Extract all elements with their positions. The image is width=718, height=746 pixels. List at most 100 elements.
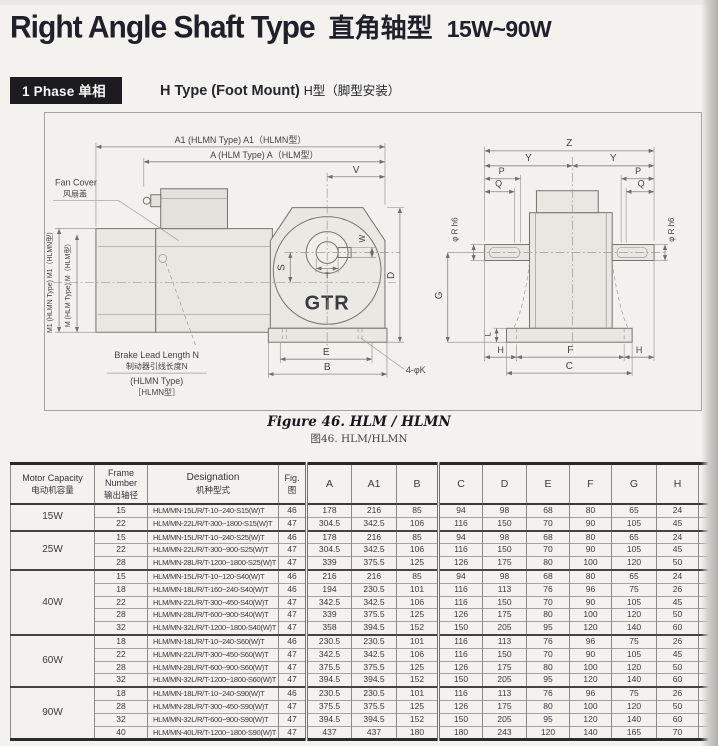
dim-value-cell: 194 xyxy=(305,582,352,597)
dim-value-cell: 50 xyxy=(656,556,699,570)
table-row: 40W 15 HLM/MN-15L/R/T-10~120-S40(W)T 46 216 2… xyxy=(10,568,713,635)
frame-number-cell: 32 xyxy=(94,621,148,635)
rear-base-shape xyxy=(506,327,633,343)
dim-value-cell: 106 xyxy=(396,647,439,662)
designation-cell: HLM/MN-22L/R/T-300~1800-S15(W)T xyxy=(147,516,279,531)
frame-number-cell: 28 xyxy=(94,699,148,714)
dim-value-cell: 342.5 xyxy=(351,595,397,609)
dim-value-cell: 126 xyxy=(437,608,483,622)
header-dim-h: H xyxy=(656,463,699,505)
frame-number-cell: 18 xyxy=(94,582,148,597)
frame-number-cell: 28 xyxy=(94,660,148,674)
header-frame-number: Frame Number 输出轴径 xyxy=(94,463,148,505)
fig-cell: 47 xyxy=(278,699,307,714)
dim-value-cell: 75 xyxy=(611,582,657,597)
dim-value-cell: 60 xyxy=(656,673,699,688)
dim-value-cell: 205 xyxy=(482,673,527,688)
dim-value-cell: 375.5 xyxy=(351,556,397,570)
designation-cell: HLM/MN-22L/R/T-300~450-S60(W)T xyxy=(147,647,279,662)
dim-value-cell: 95 xyxy=(526,621,570,635)
dim-value-cell: 120 xyxy=(569,673,612,688)
dim-value-cell: 126 xyxy=(437,556,483,570)
dim-value-cell: 68 xyxy=(526,502,570,518)
header-designation: Designation 机种型式 xyxy=(147,463,279,505)
frame-number-cell: 18 xyxy=(94,633,148,649)
header-dim-g: G xyxy=(611,463,657,505)
dim-value-cell: 150 xyxy=(437,712,483,727)
designation-cell: HLM/MN-15L/R/T-10~120-S40(W)T xyxy=(147,568,279,584)
label-shaft-dia-right: φ R h6 xyxy=(667,217,676,242)
dim-value-cell: 105 xyxy=(611,516,657,531)
label-dim-h-left: H xyxy=(497,345,503,355)
label-dim-p-right: P xyxy=(635,166,641,176)
dim-value-cell: 394.5 xyxy=(351,712,397,727)
dim-value-cell: 105 xyxy=(611,595,657,609)
dim-value-cell: 95 xyxy=(526,712,570,727)
dim-value-cell: 24 xyxy=(656,568,699,584)
dim-value-cell: 304.5 xyxy=(305,516,352,531)
label-brake-type-zh: ［HLMN型］ xyxy=(133,388,180,397)
designation-cell: HLM/MN-28L/R/T-300~450-S90(W)T xyxy=(147,699,279,714)
dim-value-cell: 437 xyxy=(351,725,397,740)
header-dim-f: F xyxy=(569,463,612,505)
designation-cell: HLM/MN-15L/R/T-10~240-S15(W)T xyxy=(147,502,279,518)
header-dim-c: C xyxy=(437,463,483,505)
label-dim-t: T xyxy=(325,271,330,280)
title-english: Right Angle Shaft Type xyxy=(10,10,316,45)
frame-number-cell: 22 xyxy=(94,543,148,557)
dim-value-cell: 205 xyxy=(482,621,527,635)
dim-value-cell: 216 xyxy=(351,529,397,544)
title-wattage-range: 15W~90W xyxy=(446,16,552,42)
dim-value-cell: 342.5 xyxy=(351,543,397,557)
table-header-row: Motor Capacity 电动机容量 Frame Number 输出轴径 D… xyxy=(10,463,713,505)
dim-value-cell: 101 xyxy=(396,686,439,701)
designation-cell: HLM/MN-32L/R/T-1200~1800-S40(W)T xyxy=(147,621,279,635)
frame-number-cell: 32 xyxy=(94,673,148,688)
dim-value-cell: 150 xyxy=(482,647,527,662)
header-motor-capacity: Motor Capacity 电动机容量 xyxy=(10,463,95,505)
label-dim-q-left: Q xyxy=(495,179,502,189)
dim-value-cell: 304.5 xyxy=(305,543,352,557)
dim-value-cell: 375.5 xyxy=(351,660,397,674)
mount-type-en: H Type (Foot Mount) xyxy=(160,83,300,99)
label-dim-a: A (HLM Type) A（HLM型） xyxy=(210,150,318,160)
dim-value-cell: 437 xyxy=(305,725,352,740)
gtr-logo: GTR xyxy=(305,292,350,314)
technical-drawing: GTR A1 (HLMN Type) A1（HLMN型） A (HLM Type… xyxy=(45,135,676,397)
frame-number-cell: 32 xyxy=(94,712,148,727)
label-dim-f: F xyxy=(567,345,573,356)
label-shaft-dia-left: φ R h6 xyxy=(451,217,460,242)
dim-value-cell: 358 xyxy=(305,621,352,635)
label-dim-k: 4-φK xyxy=(406,365,426,375)
label-brake-en: Brake Lead Length N xyxy=(114,350,199,360)
dim-value-cell: 70 xyxy=(656,725,699,740)
table-row: 28 HLM/MN-28L/R/T-600~900-S60(W)T 47 375.5 3… xyxy=(11,660,713,674)
dim-value-cell: 90 xyxy=(569,647,612,662)
label-dim-v: V xyxy=(353,165,360,176)
figure-caption: Figure 46. HLM / HLMN 图46. HLM/HLMN xyxy=(0,414,718,446)
dimension-table: Motor Capacity 电动机容量 Frame Number 输出轴径 D… xyxy=(10,462,713,742)
label-dim-g: G xyxy=(434,292,445,300)
dim-value-cell: 394.5 xyxy=(351,673,397,688)
page-title: Right Angle Shaft Type 直角轴型 15W~90W xyxy=(10,8,700,45)
fig-cell: 47 xyxy=(278,516,307,531)
dim-value-cell: 70 xyxy=(526,647,570,662)
dim-value-cell: 68 xyxy=(526,568,570,584)
dim-value-cell: 113 xyxy=(482,633,527,649)
dim-value-cell: 70 xyxy=(526,543,570,557)
fan-cover-shape xyxy=(95,228,157,333)
frame-number-cell: 18 xyxy=(94,686,148,701)
dim-value-cell: 26 xyxy=(656,686,699,701)
fig-cell: 47 xyxy=(278,608,307,622)
dim-value-cell: 45 xyxy=(656,595,699,609)
dim-value-cell: 394.5 xyxy=(305,712,352,727)
label-fan-cover-en: Fan Cover xyxy=(55,178,97,188)
dim-value-cell: 125 xyxy=(396,660,439,674)
dim-value-cell: 116 xyxy=(437,686,483,701)
dim-value-cell: 50 xyxy=(656,699,699,714)
fig-cell: 46 xyxy=(278,529,307,544)
fig-cell: 47 xyxy=(278,660,307,674)
capacity-cell: 15W xyxy=(10,503,95,531)
header-dim-d: D xyxy=(482,463,527,505)
table-row: 22 HLM/MN-22L/R/T-300~450-S60(W)T 47 342.5 3… xyxy=(11,647,713,662)
